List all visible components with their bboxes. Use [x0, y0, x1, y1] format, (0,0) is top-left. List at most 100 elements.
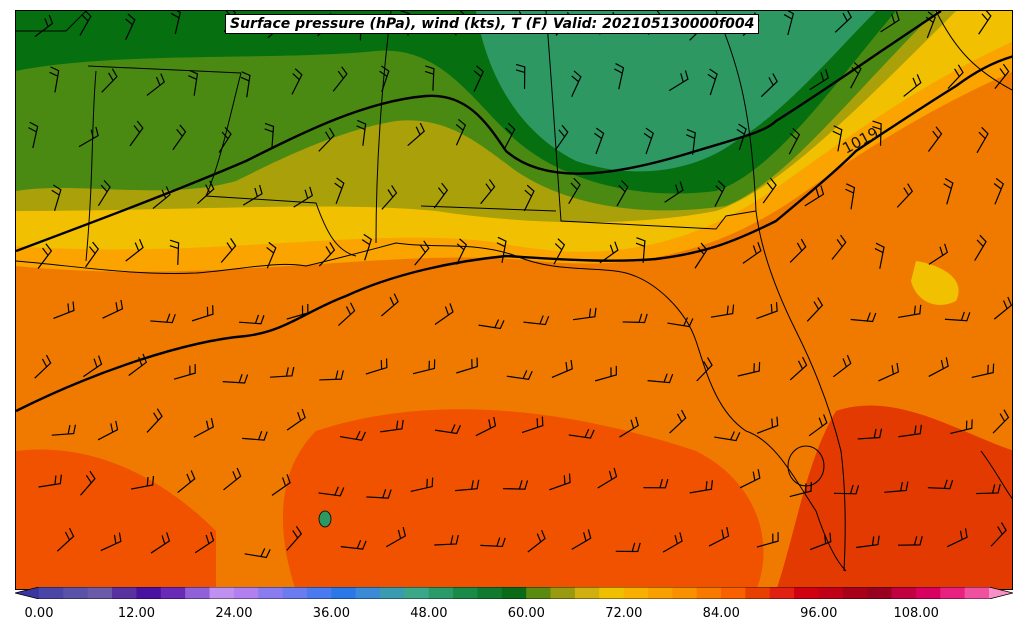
colorbar-cell	[574, 587, 600, 599]
wind-barb	[380, 293, 399, 317]
colorbar-cell	[940, 587, 966, 599]
colorbar-cell	[160, 587, 186, 599]
wind-barb	[85, 241, 100, 268]
wind-barb	[549, 473, 571, 491]
wind-barb	[742, 242, 762, 264]
wind-barb	[242, 430, 268, 441]
wind-barb	[806, 297, 824, 322]
wind-barb	[97, 420, 119, 441]
wind-barb	[943, 177, 954, 205]
border-state-1	[87, 65, 242, 74]
wind-barb	[318, 242, 336, 267]
colorbar-cell	[623, 587, 649, 599]
wind-barb	[194, 531, 215, 554]
colorbar-cell	[63, 587, 89, 599]
wind-barb	[896, 183, 914, 208]
wind-barb	[551, 359, 573, 378]
wind-barb	[850, 312, 877, 323]
wind-barb	[615, 542, 641, 553]
wind-barb	[992, 409, 1010, 434]
wind-barb	[318, 486, 345, 497]
wind-barb	[714, 431, 741, 442]
wind-barb	[647, 373, 674, 384]
wind-barb	[339, 430, 367, 441]
wind-barb	[946, 528, 968, 548]
wind-barb	[925, 11, 936, 39]
wind-barb	[412, 359, 436, 375]
border-alabama-florida	[420, 205, 557, 212]
wind-barb	[976, 484, 1001, 495]
wind-barb	[220, 238, 237, 263]
wind-barb	[319, 370, 344, 381]
colorbar-cell	[672, 587, 698, 599]
wind-barb	[37, 243, 53, 269]
temp-band-deep-orange-west	[16, 449, 216, 589]
wind-barb	[947, 64, 964, 89]
wind-barb	[833, 484, 860, 495]
wind-barb	[594, 365, 617, 382]
wind-barb	[337, 302, 356, 327]
wind-barb	[714, 180, 726, 207]
wind-barb	[218, 126, 232, 153]
wind-barb	[686, 128, 696, 155]
wind-barb	[568, 177, 581, 204]
wind-barb	[708, 527, 730, 547]
wind-barb	[737, 361, 761, 377]
colorbar-tick-label: 72.00	[605, 606, 643, 621]
wind-barb	[736, 123, 747, 151]
border-georgia-florida	[545, 11, 757, 230]
wind-barb	[340, 539, 367, 550]
colorbar-tick-label: 36.00	[312, 606, 351, 621]
wind-barb	[125, 13, 136, 41]
wind-barb	[56, 528, 75, 552]
wind-barb	[622, 313, 648, 324]
wind-barb	[223, 467, 242, 491]
wind-barb	[762, 177, 777, 204]
wind-barb	[365, 358, 388, 375]
wind-barb	[172, 124, 187, 151]
colorbar-cell	[891, 587, 917, 599]
wind-barb	[193, 417, 215, 438]
wind-barb	[150, 532, 171, 554]
colorbar-cell	[355, 587, 381, 599]
wind-barb	[51, 424, 76, 436]
isobar-1019	[16, 55, 1012, 413]
wind-barb	[506, 370, 533, 381]
wind-barb	[845, 183, 856, 210]
colorbar-cell	[769, 587, 795, 599]
colorbar-cell	[842, 587, 868, 599]
wind-barb	[269, 366, 295, 378]
wind-barb	[928, 357, 949, 377]
colorbar-cell	[39, 587, 64, 599]
wind-barb	[53, 301, 75, 319]
colorbar-cell	[331, 587, 357, 599]
colorbar-cell	[599, 587, 625, 599]
wind-barb	[380, 419, 404, 433]
wind-barb	[554, 124, 569, 151]
colorbar-cell	[745, 587, 771, 599]
temp-spot-gold	[911, 261, 959, 305]
colorbar-cell	[867, 587, 893, 599]
wind-barb	[188, 69, 199, 96]
wind-barb	[594, 127, 605, 155]
wind-barb	[271, 474, 291, 496]
wind-barb	[643, 127, 654, 155]
colorbar-tick-label: 84.00	[702, 606, 740, 621]
wind-barb	[788, 128, 801, 155]
wind-barb	[804, 185, 825, 207]
wind-barb	[407, 122, 425, 147]
map-title: Surface pressure (hPa), wind (kts), T (F…	[225, 14, 760, 34]
wind-barb	[553, 238, 566, 265]
wind-barb	[760, 73, 778, 98]
isobars	[16, 11, 1012, 413]
colorbar-cell	[501, 587, 527, 599]
wind-barb	[850, 62, 862, 89]
wind-barb	[878, 362, 900, 382]
wind-barb	[129, 120, 144, 147]
wind-barb	[856, 535, 880, 549]
wind-barb	[414, 240, 430, 266]
wind-barb	[643, 478, 669, 489]
colorbar-tick-label: 0.00	[24, 606, 54, 621]
border-state-2	[85, 70, 97, 262]
wind-barb	[944, 311, 971, 322]
